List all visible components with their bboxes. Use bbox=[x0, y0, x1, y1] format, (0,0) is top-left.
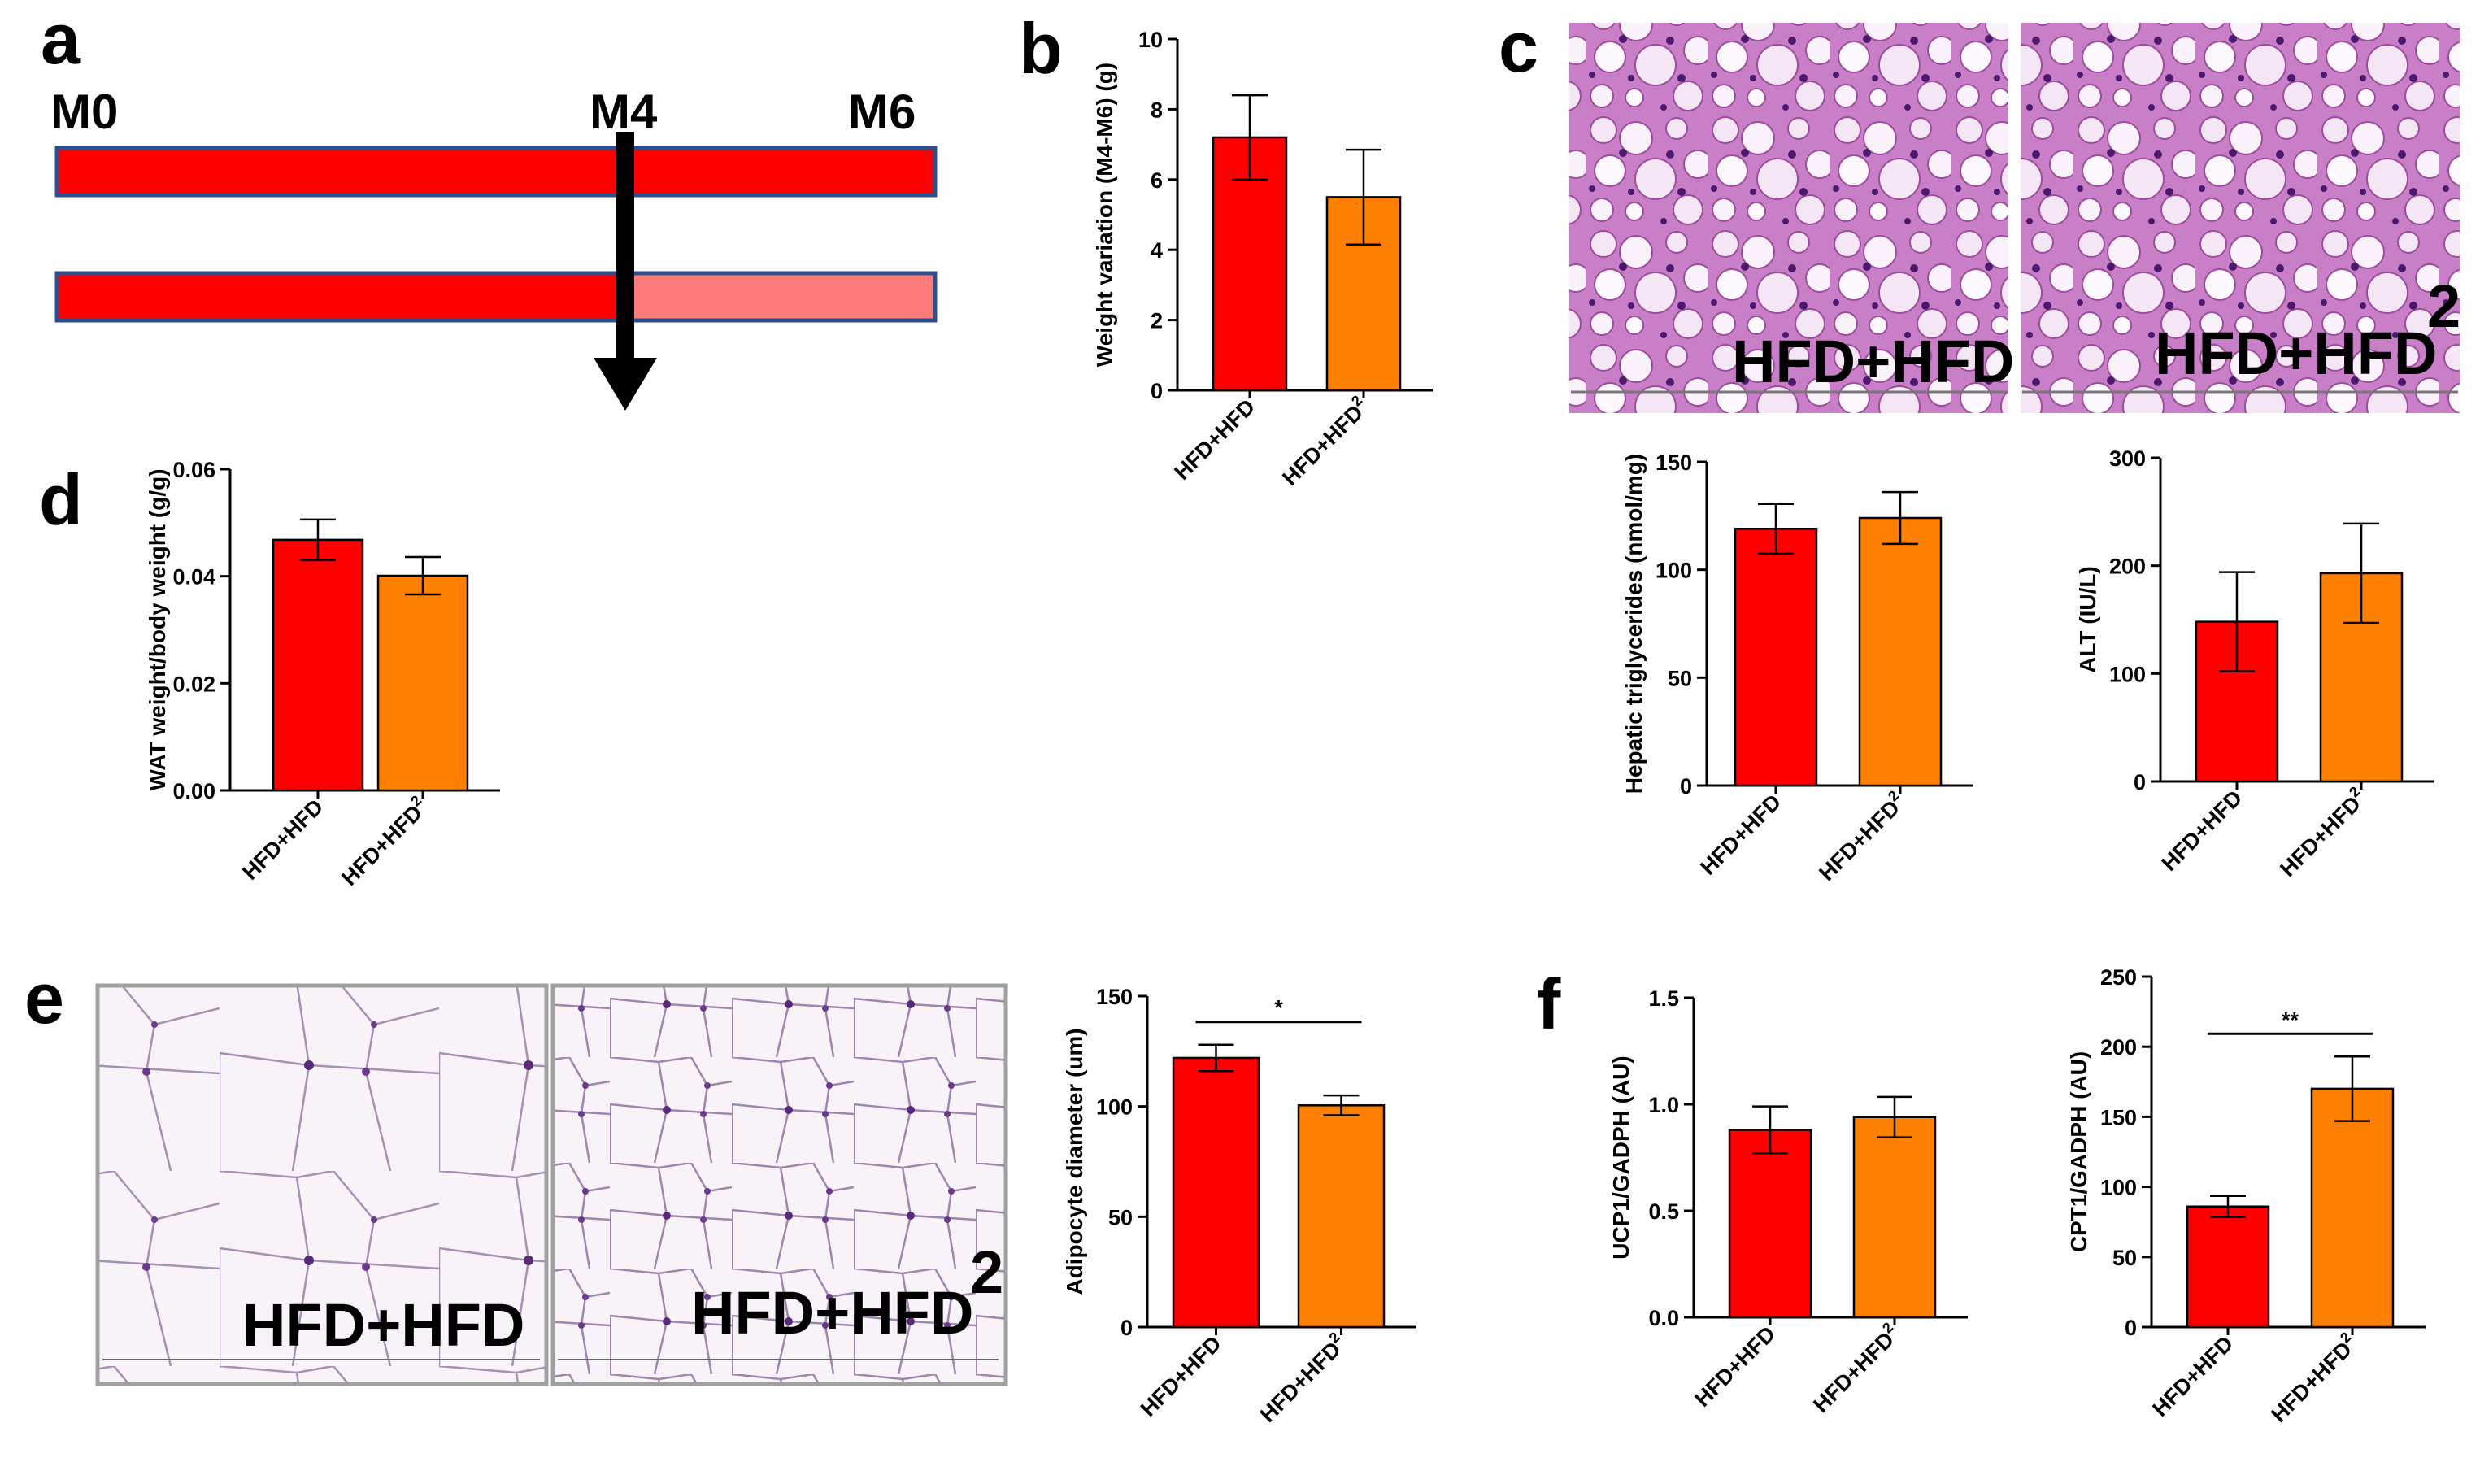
bar-hfd-hfd2 bbox=[1858, 516, 1943, 787]
y-axis-label: UCP1/GADPH (AU) bbox=[1608, 1055, 1634, 1259]
x-tick-label: HFD+HFD2 bbox=[1275, 392, 1373, 490]
y-tick-label: 50 bbox=[1668, 666, 1692, 690]
liver-micrograph-hfd-hfd: HFD+HFD bbox=[1569, 23, 2014, 413]
adipose-micrograph-label-2: HFD+HFD bbox=[691, 1279, 973, 1347]
y-tick-label: 0 bbox=[2125, 1316, 2137, 1340]
chart-b-weight-variation: 0 2 4 6 8 10 Weight variation (M4-M6) (g) HFD+H… bbox=[1092, 28, 1433, 490]
y-axis-label: Weight variation (M4-M6) (g) bbox=[1092, 63, 1117, 367]
adipose-micrograph-hfd-hfd2: HFD+HFD 2 bbox=[550, 983, 1008, 1386]
y-tick-label: 50 bbox=[1108, 1205, 1133, 1229]
bar-hfd-hfd2 bbox=[1297, 1104, 1386, 1329]
y-axis-label: ALT (IU/L) bbox=[2075, 566, 2100, 673]
y-tick-label: 50 bbox=[2112, 1246, 2137, 1270]
bar-hfd-hfd2 bbox=[2310, 1087, 2395, 1329]
bar-hfd-hfd2 bbox=[1852, 1116, 1937, 1319]
timeline-label-m4: M4 bbox=[590, 85, 658, 139]
x-tick-label: HFD+HFD2 bbox=[1806, 1319, 1904, 1417]
chart-f-cpt1: 0 50 100 150 200 250 CPT1/GADPH (AU) HFD+HFD HFD… bbox=[2066, 965, 2426, 1427]
y-axis-label: Hepatic triglycerides (nmol/mg) bbox=[1621, 454, 1647, 794]
y-tick-label: 100 bbox=[2109, 662, 2146, 686]
x-tick-label: HFD+HFD2 bbox=[334, 792, 433, 890]
adipose-micrograph-hfd-hfd: HFD+HFD bbox=[95, 983, 549, 1386]
panel-label-a: a bbox=[41, 0, 81, 79]
y-tick-label: 0 bbox=[2134, 770, 2146, 794]
y-tick-label: 0 bbox=[1680, 774, 1692, 799]
x-tick-label: HFD+HFD2 bbox=[2264, 1329, 2362, 1427]
y-tick-label: 150 bbox=[1096, 985, 1133, 1009]
liver-micrograph-label-1: HFD+HFD bbox=[1732, 328, 2014, 395]
adipose-micrograph-superscript: 2 bbox=[970, 1238, 1003, 1306]
y-tick-label: 200 bbox=[2100, 1035, 2137, 1060]
y-tick-label: 200 bbox=[2109, 555, 2146, 579]
x-tick-label: HFD+HFD bbox=[2147, 1331, 2238, 1421]
panel-label-f: f bbox=[1537, 964, 1561, 1044]
y-axis-label: Adipocyte diameter (um) bbox=[1062, 1028, 1087, 1295]
timeline-bar-hfd2-segment bbox=[624, 271, 938, 323]
adipose-micrograph-label-1: HFD+HFD bbox=[242, 1291, 524, 1359]
x-tick-label: HFD+HFD bbox=[1136, 1331, 1226, 1421]
y-tick-label: 0.02 bbox=[172, 672, 215, 696]
y-tick-label: 150 bbox=[2100, 1105, 2137, 1129]
panel-label-c: c bbox=[1499, 7, 1538, 87]
y-tick-label: 250 bbox=[2100, 965, 2137, 990]
chart-c-alt: 0 100 200 300 ALT (IU/L) HFD+HFD HFD+HFD2 bbox=[2075, 446, 2434, 881]
timeline-arrow-shaft bbox=[616, 132, 634, 359]
y-tick-label: 0.04 bbox=[172, 565, 215, 590]
y-tick-label: 1.5 bbox=[1648, 986, 1679, 1011]
bar-hfd-hfd bbox=[1728, 1129, 1812, 1319]
y-tick-label: 2 bbox=[1151, 309, 1163, 333]
y-tick-label: 10 bbox=[1138, 28, 1163, 52]
y-tick-label: 0 bbox=[1151, 379, 1163, 403]
y-tick-label: 0 bbox=[1120, 1316, 1133, 1340]
x-tick-label: HFD+HFD bbox=[1690, 1321, 1780, 1412]
significance-label: * bbox=[1274, 996, 1283, 1021]
bar-hfd-hfd bbox=[2186, 1205, 2270, 1329]
y-tick-label: 0.5 bbox=[1648, 1199, 1679, 1224]
y-tick-label: 0.00 bbox=[172, 779, 215, 803]
y-tick-label: 4 bbox=[1151, 238, 1163, 263]
chart-f-ucp1: 0.0 0.5 1.0 1.5 UCP1/GADPH (AU) HFD+HFD HFD+HF… bbox=[1608, 986, 1968, 1417]
y-axis-label: WAT weight/body weight (g/g) bbox=[145, 468, 170, 790]
timeline-arrow-head bbox=[594, 358, 657, 411]
x-tick-label: HFD+HFD bbox=[2156, 786, 2247, 876]
y-tick-label: 100 bbox=[1096, 1095, 1133, 1120]
x-tick-label: HFD+HFD2 bbox=[1812, 787, 1910, 886]
x-tick-label: HFD+HFD2 bbox=[2273, 783, 2371, 881]
timeline-label-m6: M6 bbox=[848, 85, 916, 139]
y-tick-label: 100 bbox=[2100, 1176, 2137, 1200]
bar-hfd-hfd2 bbox=[376, 574, 469, 792]
timeline-bar-hfd-hfd bbox=[54, 146, 938, 198]
x-tick-label: HFD+HFD bbox=[1169, 394, 1260, 485]
y-tick-label: 1.0 bbox=[1648, 1093, 1679, 1117]
y-tick-label: 150 bbox=[1656, 450, 1692, 475]
y-tick-label: 300 bbox=[2109, 446, 2146, 471]
bar-hfd-hfd bbox=[272, 538, 364, 792]
y-tick-label: 0.06 bbox=[172, 458, 215, 482]
panel-label-d: d bbox=[39, 459, 83, 540]
significance-label: ** bbox=[2282, 1007, 2299, 1032]
bar-hfd-hfd bbox=[1734, 528, 1818, 787]
timeline-bar-hfd-segment bbox=[54, 271, 629, 323]
liver-micrograph-label-2: HFD+HFD bbox=[2155, 320, 2437, 387]
chart-c-hepatic-triglycerides: 0 50 100 150 Hepatic triglycerides (nmol/mg)… bbox=[1621, 450, 1973, 886]
x-tick-label: HFD+HFD bbox=[1695, 790, 1786, 880]
chart-e-adipocyte-diameter: 0 50 100 150 Adipocyte diameter (um) HFD+HFD H… bbox=[1062, 985, 1416, 1427]
panel-label-e: e bbox=[24, 958, 64, 1038]
y-tick-label: 100 bbox=[1656, 559, 1692, 583]
y-tick-label: 8 bbox=[1151, 98, 1163, 122]
y-axis-label: CPT1/GADPH (AU) bbox=[2066, 1051, 2091, 1252]
liver-micrograph-superscript: 2 bbox=[2427, 272, 2460, 340]
timeline-label-m0: M0 bbox=[50, 85, 118, 139]
bar-hfd-hfd bbox=[1172, 1056, 1260, 1329]
y-tick-label: 6 bbox=[1151, 168, 1163, 193]
liver-micrograph-hfd-hfd2: HFD+HFD 2 bbox=[2021, 23, 2460, 413]
panel-label-b: b bbox=[1019, 8, 1063, 89]
x-tick-label: HFD+HFD bbox=[237, 794, 328, 885]
x-tick-label: HFD+HFD2 bbox=[1253, 1329, 1351, 1427]
y-tick-label: 0.0 bbox=[1648, 1306, 1679, 1330]
